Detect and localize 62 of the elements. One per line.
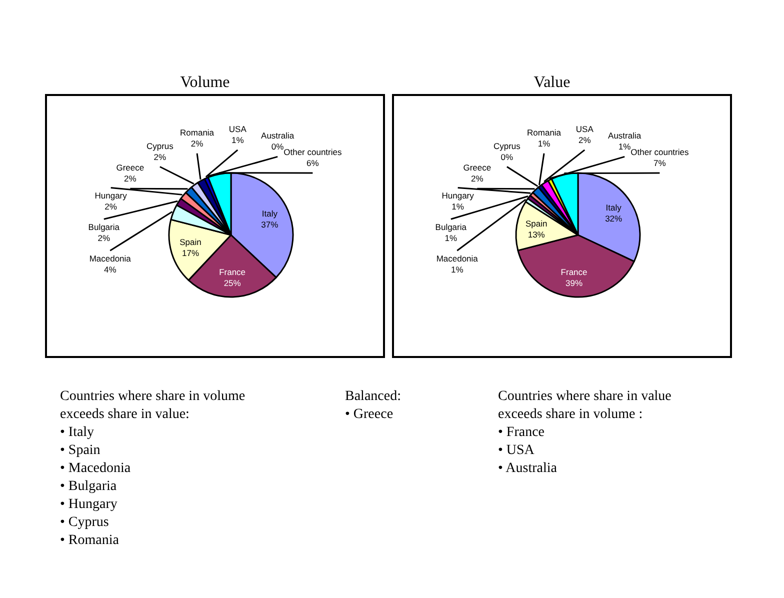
data-label: 1% [232, 134, 244, 145]
data-label: 39% [566, 278, 583, 288]
text: • Cyprus [60, 515, 109, 530]
slice-label: Italy [606, 202, 622, 212]
text: Countries where share in volume exceeds share in value: [60, 389, 246, 422]
data-label: 1% [618, 142, 632, 152]
text: • Greece [345, 407, 394, 422]
slice-label: France [560, 266, 588, 277]
slice-label: Bulgaria [88, 222, 120, 232]
slice-label: Greece [116, 162, 144, 173]
data-label: 2% [104, 202, 118, 212]
slice-label: Romania [180, 127, 214, 138]
slice-label: Hungary [442, 190, 475, 201]
data-label: 7% [654, 158, 666, 168]
text: • Spain [60, 443, 100, 458]
slice-label: Other countries [630, 147, 689, 158]
data-label: 1% [538, 138, 551, 148]
text: Countries where share in value exceeds share in volume : [498, 389, 672, 422]
data-label: 4% [104, 264, 117, 275]
slice-label: Other countries [284, 147, 342, 158]
text: 0% [500, 152, 514, 162]
chart-title: Value [534, 74, 570, 91]
data-label: 1% [452, 202, 464, 212]
slice-label: Macedonia [89, 254, 132, 264]
text: 0% [271, 142, 284, 152]
data-label: 2% [471, 174, 484, 184]
text: Balanced: [345, 389, 401, 404]
category-label: Australia [261, 130, 294, 141]
slice-label: Romania [527, 127, 562, 138]
data-label: 2% [154, 152, 167, 162]
slice-label: Cyprus [146, 140, 174, 151]
slice-label: Spain [180, 236, 202, 247]
slice-label: Italy [262, 208, 278, 218]
slice-label: Bulgaria [435, 222, 467, 232]
data-label: 1% [444, 233, 458, 244]
data-label: 32% [605, 213, 623, 224]
text: • Hungary [60, 497, 118, 512]
text: • France [498, 425, 544, 440]
slice-label: USA [576, 124, 594, 134]
slice-label: Hungary [94, 190, 128, 201]
data-label: 17% [182, 248, 200, 258]
chart-title: Volume [180, 74, 230, 91]
data-label: 2% [578, 134, 592, 145]
text: • Romania [60, 533, 120, 548]
text: • Bulgaria [60, 479, 118, 494]
slice-label: Macedonia [436, 254, 478, 264]
data-label: 1% [450, 264, 464, 275]
slice-label: Greece [463, 162, 492, 173]
data-label: 37% [261, 219, 279, 230]
data-label: 25% [224, 278, 242, 288]
data-label: 2% [190, 138, 204, 148]
text: • Macedonia [60, 461, 132, 476]
text: • Italy [60, 425, 94, 440]
text: • USA [498, 443, 536, 458]
data-label: 6% [306, 158, 320, 168]
data-label: 2% [98, 233, 110, 244]
data-label: 2% [124, 174, 137, 184]
slice-label: Australia [608, 130, 642, 141]
text: • Australia [498, 461, 558, 476]
category-label: Cyprus [493, 140, 520, 151]
slice-label: USA [228, 124, 247, 134]
slice-label: France [219, 267, 246, 278]
